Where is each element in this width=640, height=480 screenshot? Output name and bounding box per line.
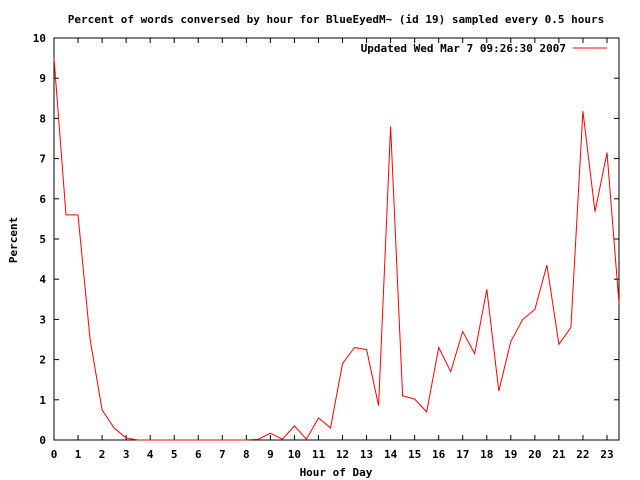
- x-tick-label: 12: [336, 448, 349, 461]
- legend: Updated Wed Mar 7 09:26:30 2007: [361, 42, 607, 55]
- legend-label: Updated Wed Mar 7 09:26:30 2007: [361, 42, 566, 55]
- x-tick-label: 7: [219, 448, 226, 461]
- y-tick-label: 9: [39, 72, 46, 85]
- x-tick-label: 13: [360, 448, 373, 461]
- y-tick-label: 2: [39, 354, 46, 367]
- x-tick-label: 6: [195, 448, 202, 461]
- x-tick-label: 3: [123, 448, 130, 461]
- x-tick-label: 18: [480, 448, 493, 461]
- y-tick-label: 3: [39, 313, 46, 326]
- x-tick-label: 8: [243, 448, 250, 461]
- x-tick-label: 19: [504, 448, 517, 461]
- y-tick-label: 10: [33, 32, 46, 45]
- y-tick-label: 6: [39, 193, 46, 206]
- x-tick-label: 0: [51, 448, 58, 461]
- y-tick-label: 7: [39, 153, 46, 166]
- x-axis: 0 1 2 3 4 5 6 7 8 9 10 11 12 13 14 15 16 17 18 19 20 21 22 23: [51, 38, 614, 461]
- y-axis-label: Percent: [7, 217, 20, 263]
- y-tick-label: 4: [39, 273, 46, 286]
- x-tick-label: 1: [75, 448, 82, 461]
- x-tick-label: 20: [528, 448, 541, 461]
- y-tick-label: 5: [39, 233, 46, 246]
- series-line: [53, 58, 620, 441]
- x-tick-label: 9: [267, 448, 274, 461]
- y-tick-label: 8: [39, 112, 46, 125]
- x-axis-label: Hour of Day: [300, 466, 373, 479]
- series-layer: [53, 58, 620, 441]
- x-tick-label: 16: [432, 448, 446, 461]
- y-tick-label: 0: [39, 434, 46, 447]
- plot-area: [53, 37, 620, 441]
- chart-title: Percent of words conversed by hour for B…: [68, 13, 604, 26]
- x-tick-label: 5: [171, 448, 178, 461]
- y-axis: 0 1 2 3 4 5 6 7 8 9 10: [33, 32, 619, 447]
- x-tick-label: 14: [384, 448, 398, 461]
- x-tick-label: 21: [552, 448, 566, 461]
- x-tick-label: 4: [147, 448, 154, 461]
- x-tick-label: 15: [408, 448, 421, 461]
- x-tick-label: 11: [312, 448, 326, 461]
- x-tick-label: 10: [288, 448, 301, 461]
- y-tick-label: 1: [39, 394, 46, 407]
- x-tick-label: 22: [576, 448, 589, 461]
- x-tick-label: 23: [600, 448, 613, 461]
- x-tick-label: 2: [99, 448, 106, 461]
- x-tick-label: 17: [456, 448, 469, 461]
